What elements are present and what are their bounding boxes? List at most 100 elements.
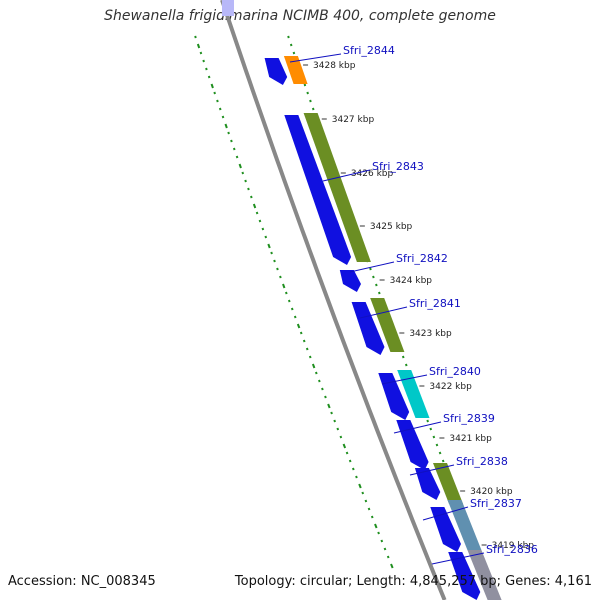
gene-label[interactable]: Sfri_2844 (343, 44, 395, 57)
scale-tick-label: 3425 kbp (370, 222, 413, 232)
scale-tick-label: 3419 kbp (492, 541, 535, 551)
gene-label[interactable]: Sfri_2841 (409, 297, 461, 310)
gc-dot (267, 243, 271, 249)
gc-dot (302, 339, 306, 343)
feature-block (467, 550, 502, 600)
feature-block (303, 113, 371, 262)
gc-dot (429, 427, 433, 431)
gc-dot (221, 115, 225, 119)
gc-dot (284, 291, 288, 295)
gc-dot (276, 267, 279, 271)
gc-dot (250, 195, 253, 199)
cds-arrow (448, 552, 481, 600)
gene-label-leader (431, 552, 485, 565)
gc-dot (279, 275, 282, 279)
gene-label[interactable]: Sfri_2838 (456, 455, 508, 468)
gc-dot (213, 91, 216, 95)
gc-dot (230, 139, 233, 143)
gc-dot (336, 427, 340, 431)
gc-dot (318, 379, 321, 383)
gc-dot (305, 347, 309, 351)
gene-label-leader (393, 421, 442, 434)
backbone-line (220, 0, 447, 600)
gc-dot (303, 83, 307, 87)
forward-cds-track (264, 58, 481, 600)
gc-dot (218, 107, 222, 111)
gc-dot (426, 419, 429, 423)
gc-dot (238, 163, 242, 169)
scale-tick-label: 3424 kbp (390, 276, 433, 286)
gene-label[interactable]: Sfri_2843 (372, 160, 424, 173)
gc-dot (273, 259, 276, 263)
gc-dot (235, 155, 239, 159)
gc-dot (311, 107, 315, 111)
gc-dot (224, 123, 228, 129)
gc-dot (377, 291, 381, 295)
scale-ticks: 3428 kbp 3427 kbp 3426 kbp 3425 kbp 3424 kbp… (303, 61, 534, 551)
gc-dot (377, 531, 380, 535)
map-title: Shewanella frigidimarina NCIMB 400, comp… (104, 8, 496, 24)
gc-dot (244, 179, 247, 183)
gene-label-leader (409, 464, 455, 476)
gc-dot (342, 443, 347, 449)
gc-dot (196, 43, 201, 49)
scale-tick-label: 3428 kbp (313, 61, 356, 71)
cds-arrow (430, 507, 461, 552)
gc-dot (358, 483, 362, 489)
scale-tick-label: 3420 kbp (470, 487, 513, 497)
gc-dot (241, 171, 245, 175)
gc-dot (293, 315, 297, 319)
cds-arrow (378, 373, 410, 420)
gc-dot (441, 459, 445, 463)
gene-label[interactable]: Sfri_2840 (429, 365, 481, 378)
gene-label[interactable]: Sfri_2839 (443, 412, 495, 425)
feature-block (397, 370, 430, 418)
gc-dot (401, 355, 405, 359)
gc-dot (333, 419, 336, 423)
gc-dot (351, 467, 355, 471)
gc-dot (383, 547, 387, 551)
gc-dot (380, 539, 384, 543)
gc-dot (361, 491, 365, 495)
scale-tick-label: 3426 kbp (351, 169, 394, 179)
scale-tick-label: 3421 kbp (449, 434, 492, 444)
gc-dot (232, 147, 236, 151)
gc-dot (348, 459, 352, 463)
gc-dot (216, 99, 219, 103)
gene-label-leader (349, 261, 395, 273)
gc-dot (330, 411, 333, 415)
gc-dot (339, 435, 343, 439)
gc-dot (390, 563, 394, 569)
cds-arrow (264, 58, 288, 85)
gc-dot (299, 331, 303, 335)
partial-feature (222, 0, 234, 16)
gc-dot (258, 219, 262, 223)
gc-dot (296, 323, 301, 329)
feature-block (370, 298, 405, 352)
gc-dot (314, 371, 318, 375)
genome-summary-text: Topology: circular; Length: 4,845,257 bp… (234, 574, 592, 589)
scale-tick-label: 3423 kbp (409, 329, 452, 339)
gc-dot (438, 451, 442, 455)
gene-label-leader (381, 374, 428, 385)
gene-label-leader (289, 53, 342, 63)
gc-dot (364, 499, 368, 503)
gene-label[interactable]: Sfri_2842 (396, 252, 448, 265)
gc-dot (432, 435, 436, 439)
feature-block (433, 463, 464, 504)
gc-dot (287, 299, 291, 303)
gc-dot (345, 451, 349, 455)
accession-text: Accession: NC_008345 (8, 574, 156, 589)
gene-label[interactable]: Sfri_2836 (486, 543, 538, 556)
cds-arrow (414, 468, 441, 500)
backbone-track (220, 0, 447, 600)
gene-label[interactable]: Sfri_2837 (470, 497, 522, 510)
gc-dot (327, 403, 331, 409)
gc-dot (287, 35, 290, 39)
gc-dot (205, 67, 208, 71)
gc-dot (255, 211, 259, 215)
gc-dot (227, 131, 230, 135)
gc-dot (194, 35, 197, 39)
gene-label-leader (359, 306, 408, 319)
